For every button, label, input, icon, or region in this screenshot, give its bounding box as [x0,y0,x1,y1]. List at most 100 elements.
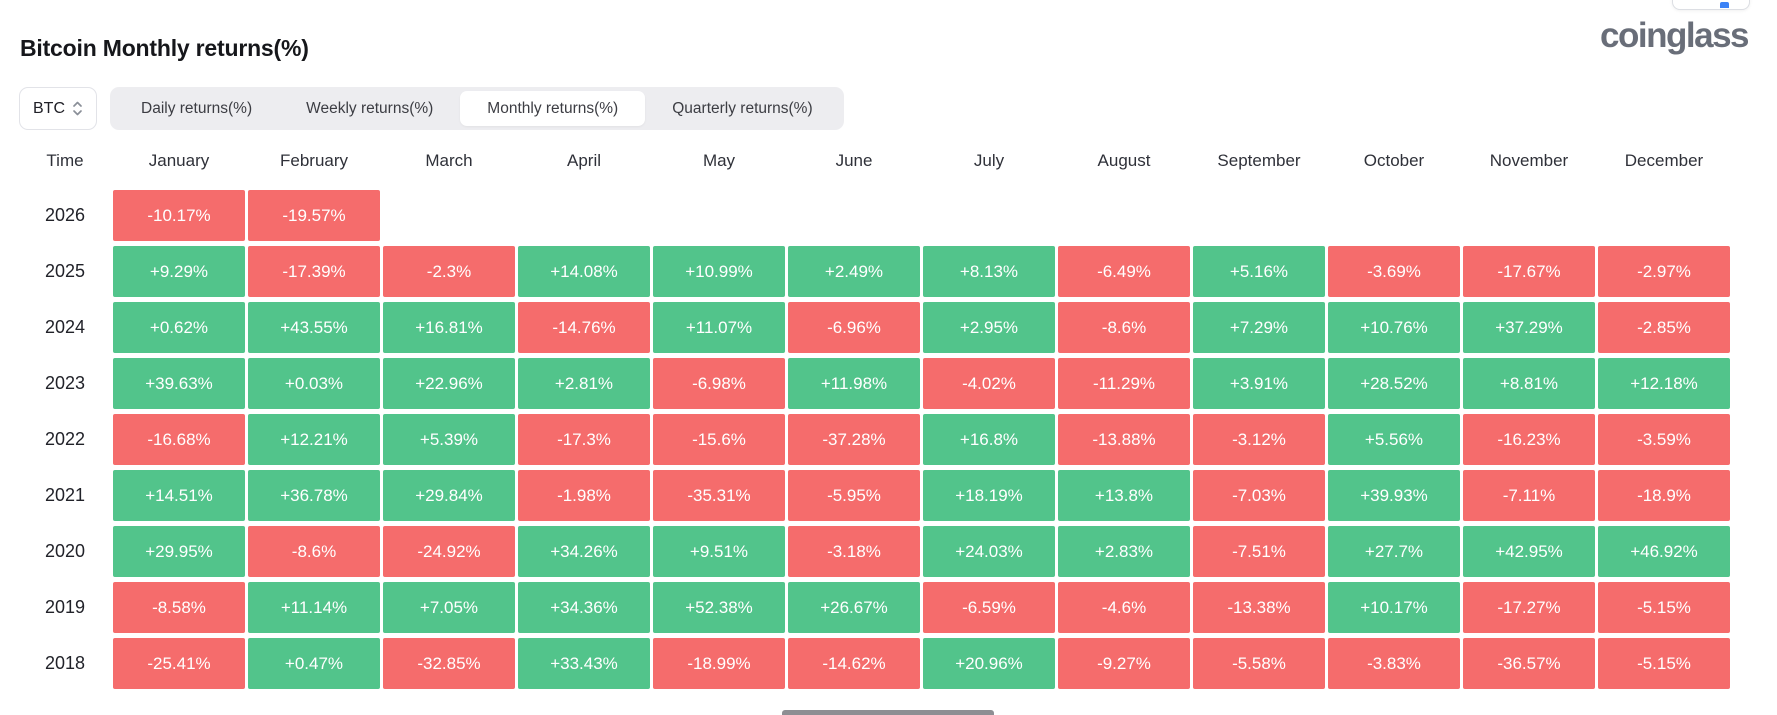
return-cell: -2.3% [383,246,515,297]
tab-monthly-returns[interactable]: Monthly returns(%) [460,91,646,126]
page-title: Bitcoin Monthly returns(%) [20,35,309,62]
return-cell: -24.92% [383,526,515,577]
empty-cell [1058,190,1190,241]
return-cell: -11.29% [1058,358,1190,409]
return-cell: +9.29% [113,246,245,297]
return-cell: +34.26% [518,526,650,577]
return-cell: -37.28% [788,414,920,465]
partial-popup[interactable] [1672,0,1750,10]
return-cell: +36.78% [248,470,380,521]
row-year: 2026 [44,205,86,225]
return-cell: -35.31% [653,470,785,521]
return-cell: -3.69% [1328,246,1460,297]
empty-cell [923,190,1055,241]
row-year: 2023 [44,373,86,393]
return-cell: +0.62% [113,302,245,353]
return-cell: -18.9% [1598,470,1730,521]
row-year: 2018 [44,653,86,673]
empty-cell [1463,190,1595,241]
return-cell: -18.99% [653,638,785,689]
return-cell: -5.15% [1598,638,1730,689]
return-cell: +2.49% [788,246,920,297]
return-cell: +2.83% [1058,526,1190,577]
column-header-august: August [1097,151,1151,170]
row-year: 2021 [44,485,86,505]
return-cell: +14.08% [518,246,650,297]
return-cell: +18.19% [923,470,1055,521]
return-cell: +7.05% [383,582,515,633]
horizontal-scrollbar-thumb[interactable] [782,710,994,715]
coin-selector[interactable]: BTC [19,87,97,130]
return-cell: +37.29% [1463,302,1595,353]
controls-bar: BTC Daily returns(%) Weekly returns(%) Mon… [19,87,844,130]
return-cell: +11.14% [248,582,380,633]
return-cell: +14.51% [113,470,245,521]
row-year: 2025 [44,261,86,281]
column-header-time: Time [46,151,84,170]
return-cell: -6.49% [1058,246,1190,297]
tab-daily-returns[interactable]: Daily returns(%) [114,91,279,126]
return-cell: -13.88% [1058,414,1190,465]
return-cell: -4.02% [923,358,1055,409]
empty-cell [1328,190,1460,241]
return-cell: +3.91% [1193,358,1325,409]
return-cell: -3.12% [1193,414,1325,465]
row-year: 2022 [44,429,86,449]
row-year: 2020 [44,541,86,561]
return-cell: -8.58% [113,582,245,633]
row-year: 2024 [44,317,86,337]
return-cell: -5.58% [1193,638,1325,689]
return-cell: -2.85% [1598,302,1730,353]
return-cell: +8.13% [923,246,1055,297]
return-cell: +8.81% [1463,358,1595,409]
return-cell: +5.39% [383,414,515,465]
return-cell: +12.18% [1598,358,1730,409]
return-cell: -2.97% [1598,246,1730,297]
return-cell: +46.92% [1598,526,1730,577]
return-cell: -8.6% [248,526,380,577]
return-cell: +42.95% [1463,526,1595,577]
column-header-december: December [1624,151,1704,170]
return-cell: -36.57% [1463,638,1595,689]
return-cell: +0.47% [248,638,380,689]
return-cell: +10.99% [653,246,785,297]
return-cell: +5.16% [1193,246,1325,297]
column-header-september: September [1217,151,1301,170]
return-cell: +13.8% [1058,470,1190,521]
return-cell: +2.81% [518,358,650,409]
column-header-march: March [425,151,473,170]
tab-quarterly-returns[interactable]: Quarterly returns(%) [645,91,839,126]
return-cell: -10.17% [113,190,245,241]
empty-cell [788,190,920,241]
empty-cell [383,190,515,241]
return-cell: +0.03% [248,358,380,409]
return-cell: -3.59% [1598,414,1730,465]
return-cell: -3.18% [788,526,920,577]
empty-cell [1193,190,1325,241]
return-cell: +39.63% [113,358,245,409]
return-cell: +26.67% [788,582,920,633]
return-cell: +2.95% [923,302,1055,353]
return-cell: +11.98% [788,358,920,409]
return-cell: +10.76% [1328,302,1460,353]
return-cell: -17.39% [248,246,380,297]
return-cell: -19.57% [248,190,380,241]
return-cell: +24.03% [923,526,1055,577]
tab-weekly-returns[interactable]: Weekly returns(%) [279,91,460,126]
return-cell: -13.38% [1193,582,1325,633]
return-cell: -5.15% [1598,582,1730,633]
return-cell: -7.03% [1193,470,1325,521]
return-cell: -6.96% [788,302,920,353]
return-cell: -25.41% [113,638,245,689]
row-year: 2019 [44,597,86,617]
empty-cell [518,190,650,241]
return-cell: -17.27% [1463,582,1595,633]
return-cell: -5.95% [788,470,920,521]
return-cell: -1.98% [518,470,650,521]
return-cell: -16.23% [1463,414,1595,465]
return-cell: +34.36% [518,582,650,633]
return-cell: -16.68% [113,414,245,465]
column-header-june: June [835,151,873,170]
return-cell: -14.62% [788,638,920,689]
